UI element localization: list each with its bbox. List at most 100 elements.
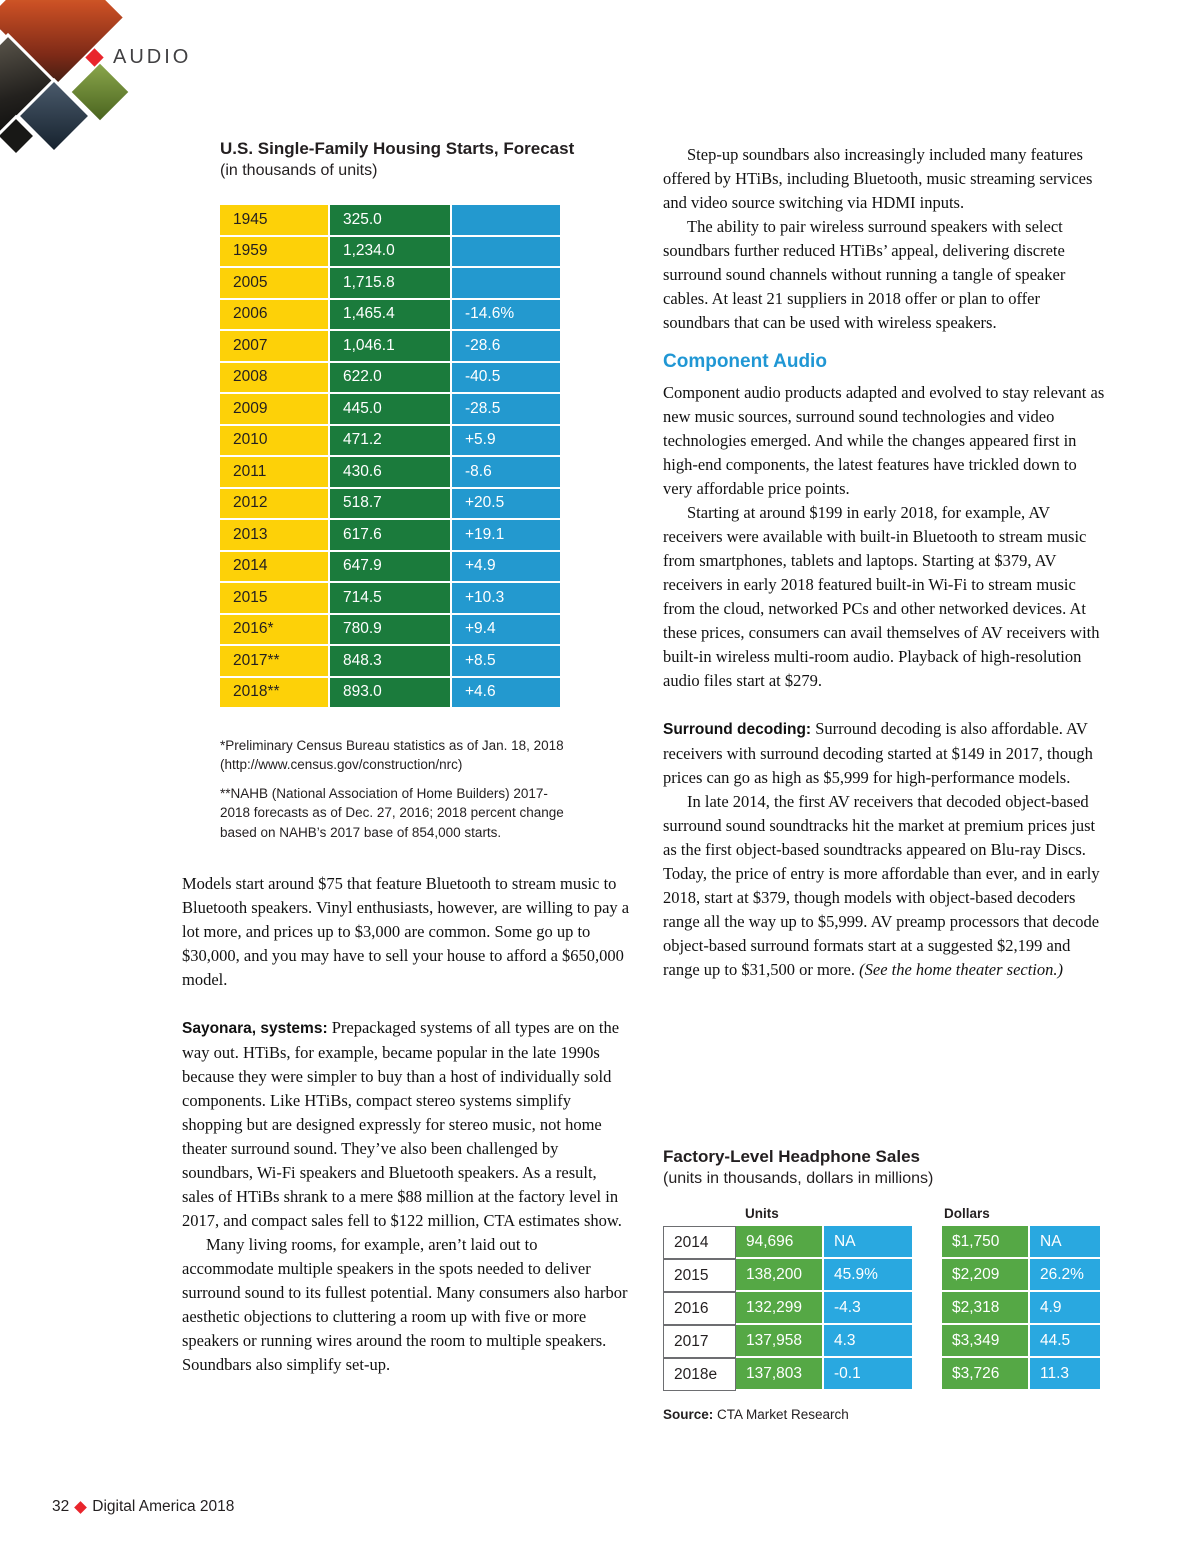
housing-table-row-year-cell: 2006 [220, 299, 330, 331]
housing-table-row-change-cell [452, 205, 562, 237]
housing-table-row-value-cell: 325.0 [330, 205, 452, 237]
footnote-census: *Preliminary Census Bureau statistics as… [220, 738, 564, 773]
housing-table-row-change-cell: +8.5 [452, 646, 562, 678]
paragraph: Component audio products adapted and evo… [663, 383, 1105, 498]
housing-table-row-change-cell: -28.5 [452, 394, 562, 426]
housing-table-row-value-cell: 714.5 [330, 583, 452, 615]
housing-table-row-year-cell: 2015 [220, 583, 330, 615]
headphone-table-row: 2018e 137,803 -0.1 $3,726 11.3 [663, 1358, 1110, 1391]
housing-table-row: 2013 617.6 +19.1 [220, 520, 562, 552]
housing-table-row: 1945 325.0 [220, 205, 562, 237]
housing-table-row-change-cell [452, 268, 562, 300]
headphone-table-row-dollars_change-cell: 11.3 [1030, 1358, 1100, 1391]
paragraph: The ability to pair wireless surround sp… [663, 217, 1066, 332]
housing-table-row: 2016* 780.9 +9.4 [220, 614, 562, 646]
headphone-table-row: 2014 94,696 NA $1,750 NA [663, 1226, 1110, 1259]
headphone-table-row-units_change-cell: -4.3 [824, 1292, 912, 1325]
section-label: AUDIO [113, 46, 192, 68]
housing-table-row-change-cell: +9.4 [452, 614, 562, 646]
headphone-table-row-units_change-cell: 45.9% [824, 1259, 912, 1292]
paragraph: Starting at around $199 in early 2018, f… [663, 503, 1100, 690]
housing-table-row-value-cell: 1,234.0 [330, 236, 452, 268]
housing-table-row-value-cell: 1,715.8 [330, 268, 452, 300]
red-diamond-icon [74, 1500, 88, 1514]
housing-table-row-year-cell: 2008 [220, 362, 330, 394]
headphone-sales-section: Factory-Level Headphone Sales (units in … [663, 1146, 1110, 1422]
footnote-nahb: **NAHB (National Association of Home Bui… [220, 786, 564, 840]
headphone-table-row-dollars_change-cell: 26.2% [1030, 1259, 1100, 1292]
housing-table-row-year-cell: 1959 [220, 236, 330, 268]
headphone-table-row-units-cell: 138,200 [736, 1259, 824, 1292]
housing-table-row: 2014 647.9 +4.9 [220, 551, 562, 583]
page-footer: 32 Digital America 2018 [52, 1498, 234, 1516]
housing-table-row-year-cell: 2010 [220, 425, 330, 457]
housing-table-row-value-cell: 430.6 [330, 457, 452, 489]
housing-table-row-change-cell: -28.6 [452, 331, 562, 363]
headphone-table-row-units-cell: 137,958 [736, 1325, 824, 1358]
housing-table-row-change-cell: +19.1 [452, 520, 562, 552]
paragraph-lead-surround-decoding: Surround decoding: [663, 721, 812, 738]
housing-table-row-change-cell: +10.3 [452, 583, 562, 615]
headphone-table-row-dollars_change-cell: 44.5 [1030, 1325, 1100, 1358]
page-number: 32 [52, 1498, 70, 1515]
housing-table-row-year-cell: 2016* [220, 614, 330, 646]
housing-table-row-value-cell: 617.6 [330, 520, 452, 552]
housing-table-row-year-cell: 2013 [220, 520, 330, 552]
headphone-table-row-spacer-cell [912, 1226, 942, 1259]
source-text: CTA Market Research [713, 1407, 849, 1422]
housing-table-row-change-cell: +20.5 [452, 488, 562, 520]
units-group-label: Units [745, 1206, 779, 1221]
housing-table-row-year-cell: 2005 [220, 268, 330, 300]
housing-table-row-value-cell: 518.7 [330, 488, 452, 520]
housing-table-row-year-cell: 2007 [220, 331, 330, 363]
headphone-table-body: 2014 94,696 NA $1,750 NA 2015 138,200 45.9% $2,2… [663, 1226, 1110, 1391]
section-header: AUDIO [85, 46, 192, 69]
headphone-table-row: 2016 132,299 -4.3 $2,318 4.9 [663, 1292, 1110, 1325]
headphone-table-row-spacer-cell [912, 1292, 942, 1325]
housing-table-row: 2009 445.0 -28.5 [220, 394, 562, 426]
housing-table-row: 2011 430.6 -8.6 [220, 457, 562, 489]
headphone-table-row-spacer-cell [912, 1325, 942, 1358]
housing-table-row: 2015 714.5 +10.3 [220, 583, 562, 615]
housing-table-row-change-cell: -8.6 [452, 457, 562, 489]
headphone-table-row-dollars-cell: $2,209 [942, 1259, 1030, 1292]
housing-table-footnotes: *Preliminary Census Bureau statistics as… [220, 736, 576, 852]
housing-table-row: 2012 518.7 +20.5 [220, 488, 562, 520]
headphone-table-row-units_change-cell: -0.1 [824, 1358, 912, 1391]
housing-table-row-year-cell: 1945 [220, 205, 330, 237]
paragraph-lead-sayonara-systems: Sayonara, systems: [182, 1020, 328, 1037]
right-column: Step-up soundbars also increasingly incl… [663, 143, 1110, 982]
housing-table-row-value-cell: 893.0 [330, 677, 452, 709]
housing-table-row-change-cell: -14.6% [452, 299, 562, 331]
housing-table-row-year-cell: 2009 [220, 394, 330, 426]
housing-table-row: 1959 1,234.0 [220, 236, 562, 268]
housing-table-row-value-cell: 1,465.4 [330, 299, 452, 331]
headphone-table-title: Factory-Level Headphone Sales [663, 1147, 920, 1166]
housing-table-row: 2006 1,465.4 -14.6% [220, 299, 562, 331]
housing-table-row-value-cell: 1,046.1 [330, 331, 452, 363]
paragraph: Surround decoding: Surround decoding is … [663, 717, 1110, 790]
housing-table-row: 2005 1,715.8 [220, 268, 562, 300]
source-label: Source: [663, 1407, 714, 1422]
left-column: Models start around $75 that feature Blu… [182, 872, 630, 1377]
housing-table-row-change-cell [452, 236, 562, 268]
housing-table-row: 2008 622.0 -40.5 [220, 362, 562, 394]
housing-table-row-change-cell: +5.9 [452, 425, 562, 457]
paragraph: Sayonara, systems: Prepackaged systems o… [182, 1016, 630, 1233]
housing-table-row-year-cell: 2014 [220, 551, 330, 583]
headphone-table-row-year-cell: 2014 [663, 1226, 736, 1259]
paragraph-italic-note: (See the home theater section.) [859, 960, 1064, 979]
headphone-table-row-units-cell: 132,299 [736, 1292, 824, 1325]
headphone-table-row-dollars_change-cell: NA [1030, 1226, 1100, 1259]
headphone-table-row-units-cell: 94,696 [736, 1226, 824, 1259]
publication-name: Digital America 2018 [92, 1498, 235, 1515]
housing-table-body: 1945 325.0 1959 1,234.0 2005 1,715.8 2006 1,465… [220, 205, 562, 709]
paragraph-text: Prepackaged systems of all types are on … [182, 1018, 622, 1230]
paragraph: In late 2014, the first AV receivers tha… [663, 790, 1110, 982]
housing-table-row-change-cell: +4.9 [452, 551, 562, 583]
headphone-table-row-dollars-cell: $2,318 [942, 1292, 1030, 1325]
housing-table-row: 2018** 893.0 +4.6 [220, 677, 562, 709]
housing-table-row: 2017** 848.3 +8.5 [220, 646, 562, 678]
headphone-table-row-spacer-cell [912, 1259, 942, 1292]
